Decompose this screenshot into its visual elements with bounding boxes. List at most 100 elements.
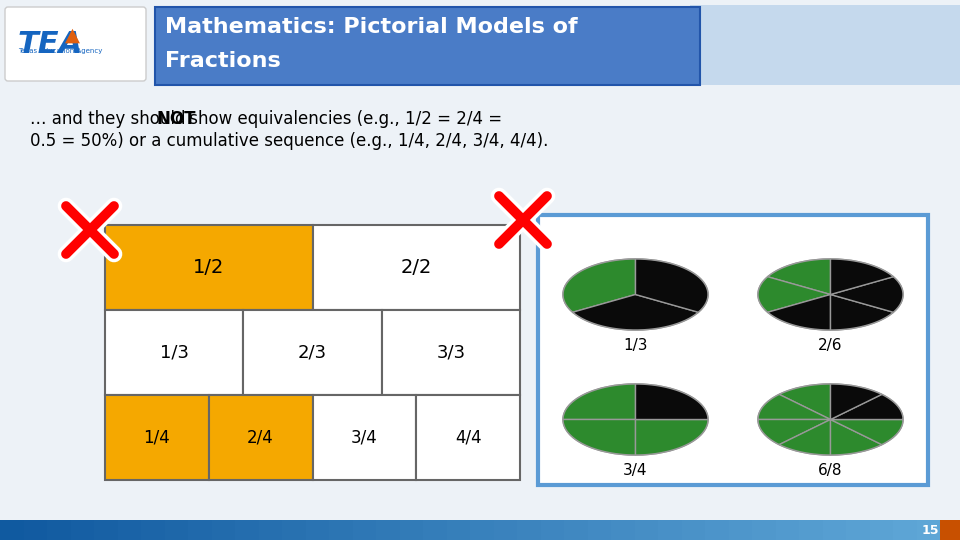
Polygon shape (780, 384, 830, 420)
Polygon shape (563, 384, 636, 420)
FancyBboxPatch shape (776, 520, 800, 540)
Text: … and they should: … and they should (30, 110, 191, 128)
Text: 3/4: 3/4 (351, 429, 377, 447)
Polygon shape (830, 394, 903, 420)
FancyBboxPatch shape (243, 310, 382, 395)
Polygon shape (636, 420, 708, 455)
Text: 1/2: 1/2 (193, 258, 225, 277)
FancyBboxPatch shape (538, 215, 928, 485)
FancyBboxPatch shape (282, 520, 306, 540)
FancyBboxPatch shape (588, 520, 612, 540)
Ellipse shape (563, 259, 708, 330)
FancyBboxPatch shape (493, 520, 518, 540)
Ellipse shape (563, 384, 708, 455)
FancyBboxPatch shape (94, 520, 118, 540)
FancyBboxPatch shape (155, 7, 700, 85)
FancyBboxPatch shape (105, 225, 313, 310)
FancyBboxPatch shape (823, 520, 847, 540)
Text: 15: 15 (922, 523, 939, 537)
FancyBboxPatch shape (70, 520, 95, 540)
FancyBboxPatch shape (729, 520, 753, 540)
Text: 6/8: 6/8 (818, 463, 843, 478)
Polygon shape (563, 420, 636, 455)
Text: 1/3: 1/3 (159, 343, 189, 361)
Text: TEA: TEA (18, 30, 84, 59)
Text: NOT: NOT (156, 110, 196, 128)
FancyBboxPatch shape (211, 520, 236, 540)
FancyBboxPatch shape (470, 520, 494, 540)
FancyBboxPatch shape (399, 520, 424, 540)
Polygon shape (758, 394, 830, 420)
FancyBboxPatch shape (105, 395, 208, 480)
Polygon shape (830, 420, 903, 444)
Polygon shape (830, 420, 882, 455)
FancyBboxPatch shape (870, 520, 894, 540)
Polygon shape (573, 294, 698, 330)
FancyBboxPatch shape (846, 520, 871, 540)
FancyBboxPatch shape (752, 520, 777, 540)
FancyBboxPatch shape (105, 310, 243, 395)
Polygon shape (830, 384, 882, 420)
Polygon shape (768, 259, 830, 294)
Text: 1/4: 1/4 (143, 429, 170, 447)
FancyBboxPatch shape (382, 310, 520, 395)
FancyBboxPatch shape (376, 520, 400, 540)
Text: 4/4: 4/4 (455, 429, 481, 447)
Polygon shape (780, 420, 830, 455)
FancyBboxPatch shape (540, 520, 565, 540)
FancyBboxPatch shape (705, 520, 730, 540)
Text: 2/3: 2/3 (298, 343, 327, 361)
Text: 0.5 = 50%) or a cumulative sequence (e.g., 1/4, 2/4, 3/4, 4/4).: 0.5 = 50%) or a cumulative sequence (e.g… (30, 132, 548, 150)
Text: Fractions: Fractions (165, 51, 280, 71)
FancyBboxPatch shape (0, 520, 25, 540)
FancyBboxPatch shape (5, 7, 146, 81)
FancyBboxPatch shape (658, 520, 683, 540)
FancyBboxPatch shape (352, 520, 377, 540)
FancyBboxPatch shape (564, 520, 588, 540)
Text: 2/4: 2/4 (248, 429, 274, 447)
Polygon shape (636, 259, 708, 312)
FancyBboxPatch shape (517, 520, 541, 540)
FancyBboxPatch shape (313, 395, 417, 480)
Ellipse shape (758, 384, 903, 455)
Polygon shape (758, 420, 830, 444)
FancyBboxPatch shape (23, 520, 48, 540)
Polygon shape (830, 294, 894, 330)
FancyBboxPatch shape (141, 520, 165, 540)
FancyBboxPatch shape (893, 520, 918, 540)
FancyBboxPatch shape (313, 225, 520, 310)
FancyBboxPatch shape (329, 520, 353, 540)
FancyBboxPatch shape (47, 520, 71, 540)
FancyBboxPatch shape (682, 520, 706, 540)
Text: 2/6: 2/6 (818, 338, 843, 353)
FancyBboxPatch shape (258, 520, 283, 540)
Text: ▲: ▲ (64, 26, 80, 45)
FancyBboxPatch shape (940, 520, 960, 540)
FancyBboxPatch shape (188, 520, 212, 540)
FancyBboxPatch shape (164, 520, 189, 540)
Polygon shape (830, 259, 894, 294)
Text: show equivalencies (e.g., 1/2 = 2/4 =: show equivalencies (e.g., 1/2 = 2/4 = (184, 110, 502, 128)
FancyBboxPatch shape (690, 5, 960, 85)
Polygon shape (636, 384, 708, 420)
FancyBboxPatch shape (446, 520, 471, 540)
Text: 3/3: 3/3 (436, 343, 466, 361)
FancyBboxPatch shape (799, 520, 824, 540)
FancyBboxPatch shape (635, 520, 659, 540)
Text: 1/3: 1/3 (623, 338, 648, 353)
Polygon shape (758, 276, 830, 312)
FancyBboxPatch shape (917, 520, 941, 540)
FancyBboxPatch shape (417, 395, 520, 480)
Text: Texas Education Agency: Texas Education Agency (18, 48, 103, 54)
FancyBboxPatch shape (423, 520, 447, 540)
FancyBboxPatch shape (305, 520, 330, 540)
Text: 3/4: 3/4 (623, 463, 648, 478)
FancyBboxPatch shape (611, 520, 636, 540)
FancyBboxPatch shape (117, 520, 142, 540)
Polygon shape (768, 294, 830, 330)
Ellipse shape (758, 259, 903, 330)
Polygon shape (830, 276, 903, 312)
FancyBboxPatch shape (235, 520, 259, 540)
FancyBboxPatch shape (208, 395, 313, 480)
Text: Mathematics: Pictorial Models of: Mathematics: Pictorial Models of (165, 17, 578, 37)
